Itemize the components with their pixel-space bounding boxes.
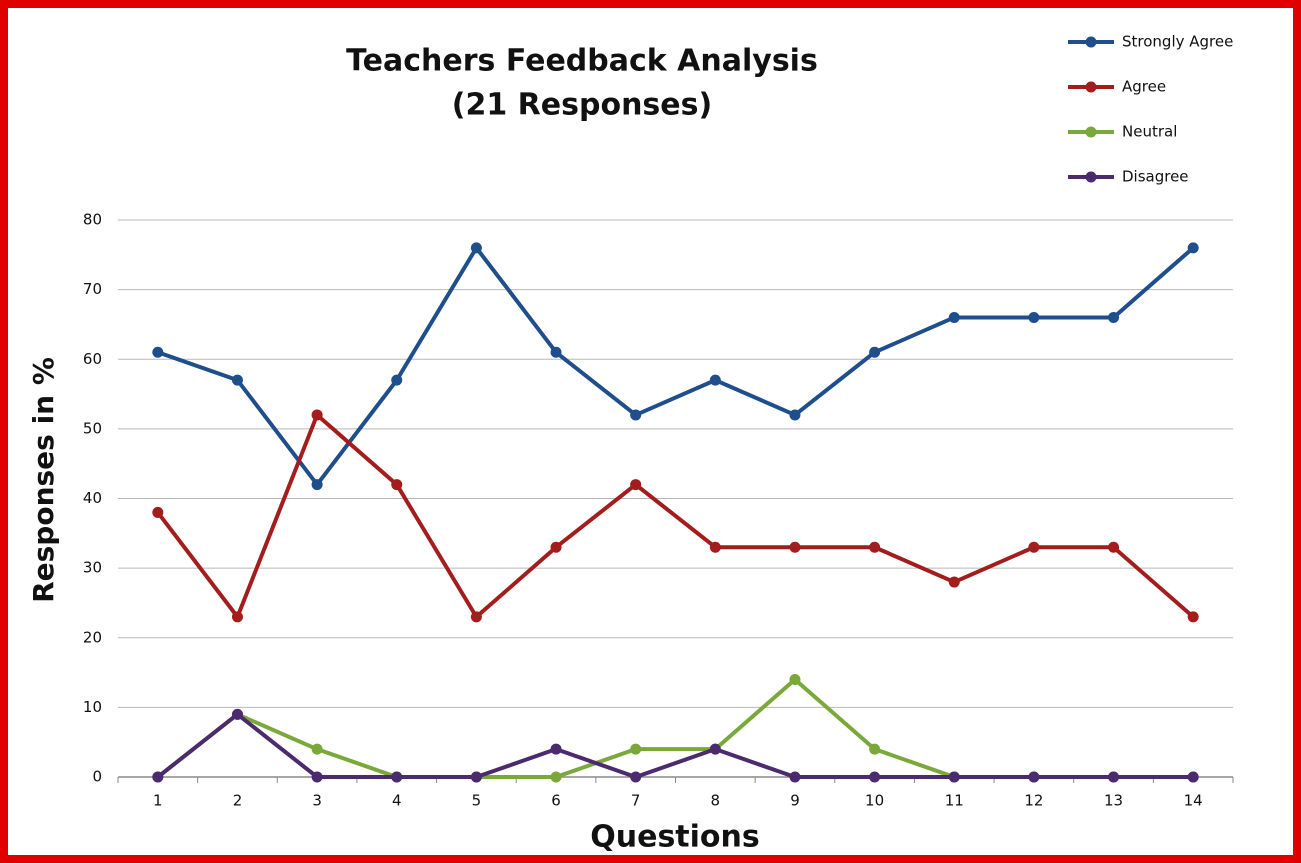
x-tick-label: 8	[711, 792, 721, 810]
data-point	[1028, 541, 1040, 553]
data-point	[550, 771, 562, 783]
legend-label: Strongly Agree	[1122, 33, 1233, 51]
data-point	[391, 771, 403, 783]
data-point	[869, 346, 881, 358]
legend-marker	[1085, 36, 1097, 48]
data-point	[311, 409, 323, 421]
x-tick-label: 1	[153, 792, 163, 810]
legend-marker	[1085, 81, 1097, 93]
chart-title: Teachers Feedback Analysis	[346, 44, 818, 79]
data-point	[948, 771, 960, 783]
data-point	[869, 771, 881, 783]
x-tick-label: 6	[551, 792, 561, 810]
series-line	[157, 245, 1195, 487]
data-point	[470, 242, 482, 254]
data-point	[311, 743, 323, 755]
legend-label: Disagree	[1122, 168, 1189, 186]
data-point	[630, 743, 642, 755]
data-point	[550, 743, 562, 755]
x-tick-label: 4	[392, 792, 402, 810]
y-tick-label: 10	[83, 698, 102, 716]
y-tick-label: 0	[92, 768, 102, 786]
data-point	[948, 576, 960, 588]
x-tick-label: 13	[1104, 792, 1123, 810]
data-point	[311, 479, 323, 491]
data-point	[789, 674, 801, 686]
data-point	[709, 374, 721, 386]
data-point	[470, 611, 482, 623]
legend-marker	[1085, 126, 1097, 138]
data-point	[152, 771, 164, 783]
series-line	[156, 412, 1195, 619]
x-tick-label: 5	[472, 792, 482, 810]
chart-subtitle: (21 Responses)	[452, 88, 712, 123]
data-point	[630, 409, 642, 421]
y-tick-label: 40	[83, 489, 102, 507]
data-point	[1028, 311, 1040, 323]
x-tick-label: 10	[865, 792, 884, 810]
y-axis-label: Responses in %	[27, 357, 60, 603]
y-tick-label: 80	[83, 211, 102, 229]
data-point	[550, 346, 562, 358]
data-point	[231, 611, 243, 623]
y-tick-label: 30	[83, 559, 102, 577]
x-tick-label: 14	[1184, 792, 1203, 810]
data-point	[391, 479, 403, 491]
series-line	[156, 712, 1194, 779]
data-point	[1108, 771, 1120, 783]
data-point	[789, 409, 801, 421]
data-point	[231, 708, 243, 720]
data-point	[869, 743, 881, 755]
data-point	[550, 541, 562, 553]
y-tick-label: 50	[83, 419, 102, 437]
x-tick-label: 9	[790, 792, 800, 810]
data-point	[948, 311, 960, 323]
data-point	[152, 506, 164, 518]
data-point	[1187, 242, 1199, 254]
data-point	[470, 771, 482, 783]
legend-label: Neutral	[1122, 123, 1177, 141]
data-point	[311, 771, 323, 783]
x-tick-label: 12	[1024, 792, 1043, 810]
data-point	[152, 346, 164, 358]
x-tick-label: 11	[945, 792, 964, 810]
data-point	[1108, 311, 1120, 323]
y-tick-label: 60	[83, 350, 102, 368]
x-tick-label: 7	[631, 792, 641, 810]
data-point	[1028, 771, 1040, 783]
data-point	[630, 771, 642, 783]
x-tick-label: 2	[233, 792, 243, 810]
data-point	[391, 374, 403, 386]
x-tick-label: 3	[312, 792, 322, 810]
data-point	[789, 541, 801, 553]
y-tick-label: 70	[83, 280, 102, 298]
legend-marker	[1085, 171, 1097, 183]
data-point	[1187, 611, 1199, 623]
data-point	[709, 541, 721, 553]
data-point	[1187, 771, 1199, 783]
x-axis-label: Questions	[590, 820, 760, 855]
data-point	[789, 771, 801, 783]
data-point	[1108, 541, 1120, 553]
data-point	[709, 743, 721, 755]
data-point	[630, 479, 642, 491]
data-point	[231, 374, 243, 386]
legend-label: Agree	[1122, 78, 1166, 96]
data-point	[869, 541, 881, 553]
y-tick-label: 20	[83, 628, 102, 646]
